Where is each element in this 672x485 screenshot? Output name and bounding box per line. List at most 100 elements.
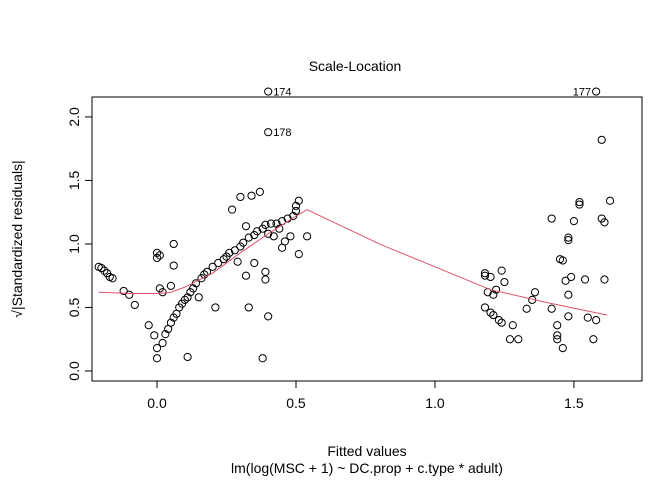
point [180, 295, 189, 304]
point [489, 310, 498, 320]
point [564, 236, 573, 245]
point [211, 303, 220, 312]
point [152, 253, 162, 263]
point [558, 344, 567, 353]
point [183, 293, 192, 302]
point [480, 303, 490, 312]
point [233, 257, 242, 266]
y-tick-label: 0.0 [66, 361, 82, 381]
x-tick-label: 0.5 [286, 395, 306, 411]
point [605, 196, 615, 205]
point [255, 187, 264, 196]
point [269, 232, 278, 241]
point [169, 239, 178, 249]
point [558, 256, 567, 265]
point [264, 229, 273, 238]
x-tick-label: 1.5 [564, 395, 584, 411]
point [564, 290, 573, 299]
point [264, 312, 273, 321]
point [583, 313, 592, 322]
point [230, 246, 239, 255]
point [261, 267, 270, 276]
point [161, 330, 170, 339]
point [194, 293, 203, 302]
point [486, 308, 495, 317]
point [166, 318, 176, 327]
point [152, 354, 162, 363]
point [547, 214, 556, 223]
point [589, 335, 598, 344]
point [155, 251, 164, 260]
point [514, 335, 523, 344]
point [247, 191, 256, 200]
point [522, 304, 531, 313]
point [169, 261, 178, 270]
y-tick-label: 1.5 [66, 171, 82, 191]
point [497, 318, 506, 327]
point [258, 354, 267, 363]
point [561, 276, 570, 285]
point [100, 266, 109, 275]
point [575, 197, 584, 207]
y-tick-label: 2.0 [66, 107, 82, 127]
point [166, 281, 176, 290]
point [486, 272, 495, 282]
point [303, 232, 312, 241]
point [489, 290, 498, 299]
point [500, 277, 509, 287]
point [130, 300, 139, 310]
point [530, 288, 540, 297]
point [225, 248, 234, 257]
point [183, 352, 192, 362]
point [227, 205, 237, 214]
point [497, 266, 506, 275]
point [264, 87, 273, 96]
point [261, 275, 270, 284]
point [244, 303, 253, 312]
point [241, 271, 251, 280]
y-axis-label: √|Standardized residuals| [9, 160, 25, 317]
point [564, 312, 573, 321]
point [244, 233, 253, 242]
point [261, 220, 270, 230]
point [125, 290, 134, 299]
point [600, 218, 609, 227]
point [567, 272, 576, 282]
point [294, 250, 303, 259]
point-label: 178 [273, 127, 291, 139]
point [219, 255, 228, 264]
point [480, 269, 490, 278]
point [564, 233, 573, 242]
point [294, 196, 303, 205]
point [580, 275, 590, 284]
subtitle: lm(log(MSC + 1) ~ DC.prop + c.type * adu… [231, 460, 503, 476]
smooth-line [98, 209, 608, 316]
point [597, 135, 606, 144]
point [236, 192, 245, 202]
point [158, 338, 167, 348]
point [189, 284, 198, 293]
point [119, 286, 128, 296]
point-label: 177 [573, 87, 591, 99]
point [280, 237, 289, 246]
point [152, 248, 162, 257]
point [505, 335, 515, 344]
y-tick-label: 0.5 [66, 298, 82, 318]
point [266, 219, 276, 228]
point [150, 331, 159, 340]
point [264, 128, 273, 137]
point [480, 271, 490, 280]
point [600, 275, 609, 284]
point [286, 232, 295, 241]
point [144, 321, 153, 330]
point [152, 344, 162, 353]
point-label: 174 [273, 87, 291, 99]
point [272, 219, 281, 228]
point [547, 304, 556, 313]
point [252, 227, 262, 236]
x-axis-label: Fitted values [327, 443, 406, 459]
point [553, 331, 562, 340]
point [291, 206, 301, 216]
point [575, 200, 584, 209]
